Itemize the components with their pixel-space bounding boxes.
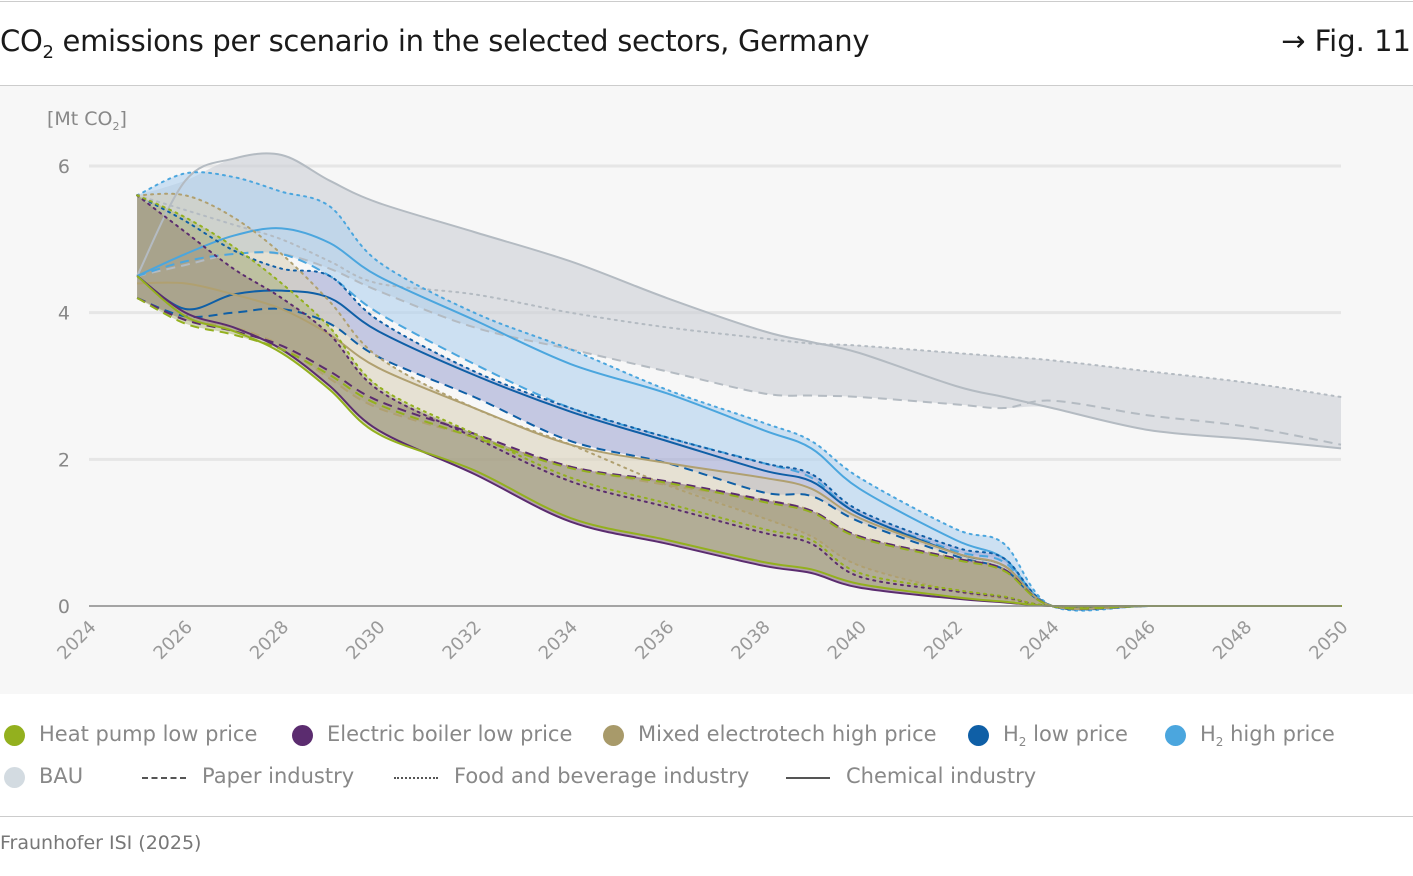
legend-item: H2 high price — [1165, 722, 1335, 749]
x-tick-label: 2028 — [246, 617, 293, 664]
x-tick-label: 2024 — [53, 617, 100, 664]
legend-label: Chemical industry — [846, 764, 1037, 788]
heat-pump-low-price-paper-line — [136, 297, 1341, 610]
legend-label: Paper industry — [202, 764, 355, 788]
legend-label: Electric boiler low price — [327, 722, 573, 746]
x-tick-label: 2032 — [439, 617, 486, 664]
legend-solid-line-icon — [786, 776, 830, 779]
legend-dot-icon — [1165, 725, 1186, 747]
legend-label: BAU — [39, 764, 84, 788]
legend-dashed-line-icon — [142, 776, 186, 779]
x-tick-label: 2048 — [1209, 617, 1256, 664]
top-divider — [0, 1, 1413, 2]
legend-item: Mixed electrotech high price — [603, 722, 937, 749]
x-tick-label: 2034 — [535, 617, 582, 664]
x-tick-label: 2026 — [150, 617, 197, 664]
legend-item: Chemical industry — [786, 764, 1036, 791]
legend-label: Heat pump low price — [39, 722, 258, 746]
figure-reference-link[interactable]: → Fig. 11 — [1281, 24, 1411, 58]
y-tick-label: 2 — [58, 449, 70, 471]
legend-label: Mixed electrotech high price — [638, 722, 937, 746]
header-divider — [0, 85, 1413, 86]
chart-title: CO2 emissions per scenario in the select… — [0, 24, 870, 63]
legend-dot-icon — [292, 725, 313, 747]
y-tick-label: 0 — [58, 596, 70, 618]
x-tick-label: 2030 — [342, 617, 389, 664]
legend-item: Food and beverage industry — [394, 764, 749, 791]
legend-dot-icon — [968, 725, 989, 747]
legend-item: BAU — [4, 764, 83, 791]
x-tick-label: 2050 — [1305, 617, 1352, 664]
legend-label: H2 high price — [1200, 722, 1335, 750]
bau-range-band — [137, 153, 1342, 449]
bau-food-line — [136, 194, 1342, 399]
x-tick-label: 2038 — [727, 617, 774, 664]
bau-paper-line — [136, 251, 1342, 446]
legend-label: Food and beverage industry — [454, 764, 750, 788]
legend-item: Electric boiler low price — [292, 722, 572, 749]
legend-item: Heat pump low price — [4, 722, 257, 749]
h2-high-price-paper-line — [136, 251, 1341, 611]
x-tick-label: 2044 — [1016, 617, 1063, 664]
x-tick-label: 2040 — [824, 617, 871, 664]
y-tick-label: 4 — [58, 303, 70, 325]
legend-dot-icon — [4, 725, 25, 747]
x-tick-label: 2046 — [1113, 617, 1160, 664]
h2-high-price-range-band — [137, 172, 1342, 611]
legend-item: Paper industry — [142, 764, 354, 791]
legend-item: H2 low price — [968, 722, 1128, 749]
legend-dotted-line-icon — [394, 776, 438, 779]
source-note: Fraunhofer ISI (2025) — [0, 832, 202, 854]
h2-low-price-food-line — [136, 194, 1342, 611]
x-tick-label: 2042 — [920, 617, 967, 664]
legend-dot-icon — [603, 725, 624, 747]
x-tick-label: 2036 — [631, 617, 678, 664]
emissions-chart: 0 2 4 6 2024 2026 2028 2030 2032 2034 2036 2038 2040… — [53, 152, 1353, 664]
y-axis-unit-label: [Mt CO2] — [47, 108, 127, 133]
footer-divider — [0, 816, 1413, 817]
h2-high-price-food-line — [136, 171, 1342, 612]
legend-label: H2 low price — [1003, 722, 1128, 750]
legend-dot-icon — [4, 767, 25, 789]
bau-chemical-line — [136, 152, 1342, 450]
y-tick-label: 6 — [58, 156, 70, 178]
